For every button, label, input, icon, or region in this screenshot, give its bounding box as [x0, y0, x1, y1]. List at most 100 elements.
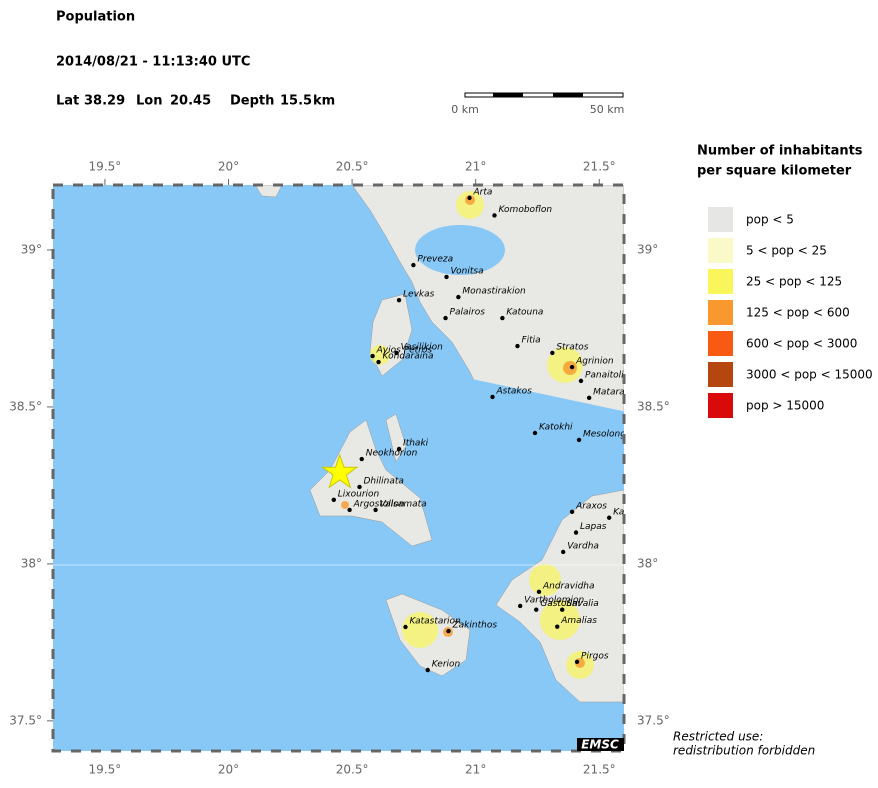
city-label: Ayios Petros: [376, 346, 433, 356]
city-label: Savalia: [566, 599, 599, 609]
city-dot: [555, 624, 560, 629]
gulf: [414, 369, 624, 485]
legend-label: 5 < pop < 25: [746, 244, 827, 258]
city-label: Neokhorion: [366, 449, 418, 459]
city-dot: [586, 395, 592, 401]
city-dot: [347, 507, 352, 513]
city-label: Mesolongion: [583, 429, 640, 439]
city-dot: [396, 446, 402, 452]
legend-swatch: [708, 393, 733, 418]
city-label: Palairos: [450, 308, 486, 318]
lon-tick-label: 19.5°: [89, 160, 122, 174]
legend-label: pop > 15000: [746, 399, 824, 413]
city-label: Gastouni: [540, 599, 581, 609]
legend-label: 3000 < pop < 15000: [746, 368, 873, 382]
city-dot: [492, 213, 497, 218]
legend-swatch: [708, 269, 733, 294]
city-dot: [515, 343, 520, 349]
city-dot: [376, 359, 381, 365]
badge-text: EMSC: [581, 738, 619, 752]
city-dot: [569, 364, 575, 370]
badge: [577, 738, 624, 751]
lat-tick-label: 38°: [21, 556, 42, 570]
city-label: Zakinthos: [451, 621, 497, 631]
city-dot: [357, 484, 362, 490]
scale-end: 50 km: [590, 103, 625, 116]
city-dot: [560, 549, 566, 555]
title: Population: [56, 10, 135, 25]
lon-tick-label: 20.5°: [336, 160, 369, 174]
city-label: Ithaki: [403, 439, 429, 449]
city-dot: [403, 624, 408, 630]
city-label: Kerion: [432, 660, 461, 670]
city-label: Astakos: [495, 386, 532, 396]
city-label: Kato Akhaia: [613, 507, 667, 517]
city-label: Agrinion: [575, 357, 614, 367]
city-label: Panaitolion: [585, 370, 635, 380]
lat-tick-label: 38.5°: [9, 399, 42, 413]
city-dot: [569, 509, 575, 514]
lon-value: 20.45: [170, 94, 211, 109]
scale-bar: 0 km 50 km: [451, 92, 625, 116]
lon-tick-label: 21.5°: [583, 763, 616, 777]
city-dot: [517, 603, 523, 609]
scale-start: 0 km: [451, 103, 479, 116]
legend-title: per square kilometer: [697, 164, 852, 179]
city-label: Andravidha: [542, 581, 595, 591]
lat-tick-label: 39°: [21, 242, 42, 256]
city-dot: [446, 628, 451, 634]
city-dot: [534, 607, 539, 612]
legend-swatch: [708, 207, 733, 232]
legend-label: 25 < pop < 125: [746, 275, 842, 289]
city-dot: [576, 437, 582, 443]
city-dot: [550, 350, 555, 356]
city-dot: [411, 262, 416, 268]
depth-unit: km: [313, 94, 335, 109]
city-dot: [425, 667, 430, 673]
city-label: Katokhi: [539, 422, 573, 432]
city-dot: [331, 497, 337, 503]
legend-label: pop < 5: [746, 213, 794, 227]
city-label: Arta: [473, 187, 493, 197]
city-label: Vasilikion: [401, 342, 444, 352]
lon-tick-label: 20.5°: [336, 763, 369, 777]
city-label: Preveza: [417, 255, 453, 265]
city-label: Fitia: [521, 336, 540, 346]
city-label: Vonitsa: [451, 266, 484, 276]
lat-tick-label: 39°: [637, 242, 658, 256]
legend-label: 125 < pop < 600: [746, 306, 850, 320]
footer-note: redistribution forbidden: [673, 744, 815, 758]
city-dot: [500, 315, 505, 321]
city-dot: [394, 350, 399, 356]
lat-label: Lat: [56, 94, 79, 109]
city-label: Pirgos: [581, 651, 609, 661]
footer-note: Restricted use:: [673, 730, 763, 744]
lon-label: Lon: [136, 94, 162, 109]
city-dot: [573, 530, 579, 535]
city-label: Vartholomion: [524, 595, 584, 605]
lat-tick-label: 38°: [637, 556, 658, 570]
depth-label: Depth: [230, 94, 274, 109]
city-dot: [574, 659, 580, 665]
epicenter: [321, 453, 359, 489]
city-dot: [578, 378, 584, 384]
city-dot: [532, 430, 538, 436]
city-label: Mataranga: [593, 387, 641, 397]
city-dot: [606, 515, 612, 520]
lat-tick-label: 37.5°: [637, 713, 670, 727]
legend-swatch: [708, 300, 733, 325]
lon-tick-label: 20°: [218, 160, 239, 174]
city-label: Komoboflon: [498, 205, 552, 215]
city-label: Katouna: [506, 308, 543, 318]
city-dot: [373, 507, 378, 513]
city-label: Stratos: [556, 342, 588, 352]
legend-swatch: [708, 331, 733, 356]
city-dot: [370, 353, 375, 359]
city-label: Lapas: [580, 522, 607, 532]
city-label: Katastarion: [409, 617, 461, 627]
lon-tick-label: 20°: [218, 763, 239, 777]
city-dot: [560, 607, 565, 612]
lon-tick-label: 21°: [465, 160, 486, 174]
lon-tick-label: 21°: [465, 763, 486, 777]
